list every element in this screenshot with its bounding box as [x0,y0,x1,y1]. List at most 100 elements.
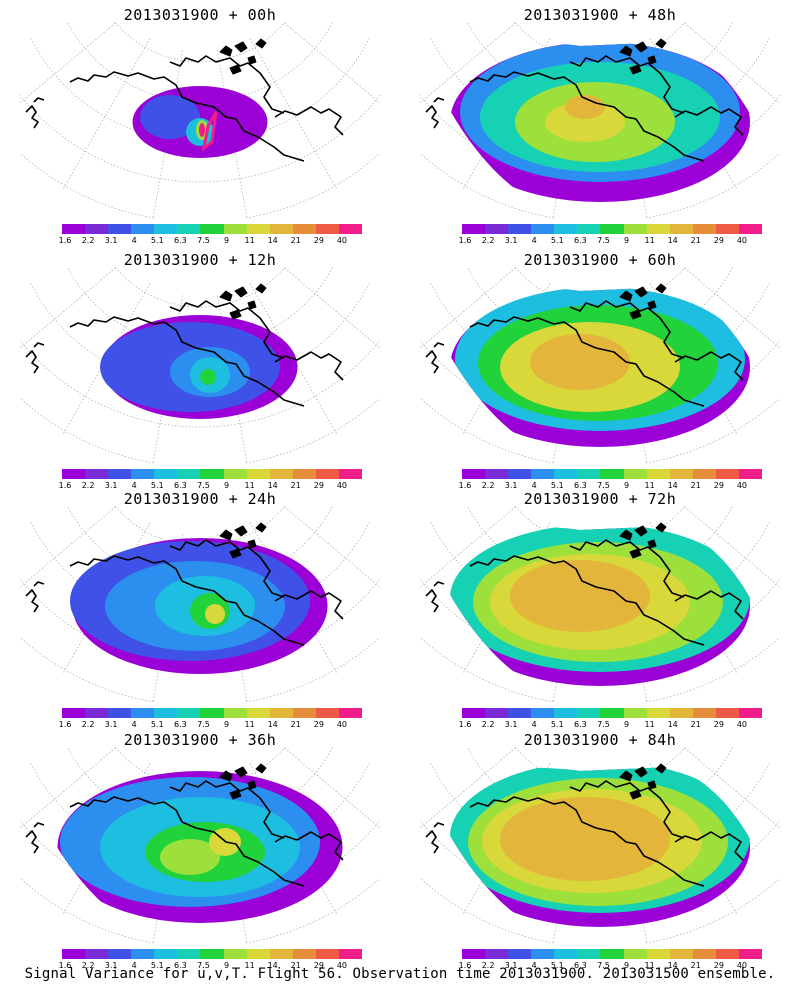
colorbar-swatch [462,224,486,234]
colorbar [62,708,363,718]
variance-contour [545,102,625,142]
colorbar-tick-label: 5.1 [150,720,164,729]
latitude-line [514,267,686,308]
variance-contour [200,369,216,385]
colorbar-tick-label: 5.1 [150,961,164,970]
meridian-line [294,22,380,46]
colorbar-tick-label: 6.3 [574,236,587,245]
map-panel-36h: 2013031900 + 36h 1.6 2.2 3.1 4 5.1 6.3 7.5 9 11 1… [0,725,400,970]
colorbar-swatch [315,224,339,234]
colorbar-tick-label: 6.3 [574,961,587,970]
meridian-line [420,267,518,349]
panel-title: 2013031900 + 60h [523,251,677,269]
colorbar-tick-label: 7.5 [197,236,210,245]
colorbar-swatch [577,949,601,959]
coastlines [425,283,744,407]
colorbar-swatch [131,224,155,234]
meridian-line [694,267,780,291]
colorbar-swatch [577,224,601,234]
colorbar-tick-label: 40 [336,961,348,970]
colorbar-tick-label: 29 [313,236,324,245]
colorbar-tick-label: 3.1 [504,961,518,970]
arctic-islands [619,763,667,800]
variance-field [70,538,328,674]
colorbar-tick-label: 11 [644,720,655,729]
colorbar-tick-label: 4 [531,236,537,245]
coastline [69,71,305,162]
meridian-line [20,22,118,104]
colorbar-swatch [62,224,86,234]
colorbar-swatch [315,469,339,479]
variance-map [20,267,380,463]
colorbar-swatch [177,949,201,959]
colorbar-swatch [154,708,178,718]
variance-field [57,771,343,923]
colorbar-swatch [246,708,270,718]
colorbar-labels: 1.6 2.2 3.1 4 5.1 6.3 7.5 9 11 14 21 29 40 [59,481,362,491]
variance-contour [500,797,670,881]
panel-title: 2013031900 + 36h [123,731,277,749]
colorbar-tick-label: 7.5 [197,961,210,970]
coastline [274,106,344,136]
colorbar-swatch [738,469,763,479]
variance-map [20,506,380,702]
colorbar-swatch [338,708,363,718]
panel-title: 2013031900 + 12h [123,251,277,269]
coastline [569,55,685,114]
coastline [169,539,285,598]
colorbar-swatch [531,708,555,718]
coastline [674,106,744,136]
colorbar-tick-label: 9 [223,236,230,245]
colorbar-tick-label: 1.6 [458,236,472,245]
colorbar [62,224,363,234]
colorbar-tick-label: 2.2 [81,961,95,970]
meridian-line [294,747,380,771]
colorbar-tick-label: 4 [131,720,137,729]
colorbar-labels: 1.6 2.2 3.1 4 5.1 6.3 7.5 9 11 14 21 29 40 [58,961,362,971]
coastline [69,796,305,887]
colorbar-tick-label: 1.6 [58,961,72,970]
colorbar-tick-label: 14 [667,236,678,245]
colorbar-swatch [738,224,763,234]
colorbar-tick-label: 1.6 [458,961,472,970]
colorbar-swatch [462,949,486,959]
variance-field [450,767,750,927]
colorbar-swatch [623,224,647,234]
colorbar-swatch [531,224,555,234]
colorbar-tick-label: 1.6 [458,720,472,729]
colorbar-tick-label: 29 [713,481,724,490]
colorbar-tick-label: 40 [736,481,748,490]
colorbar-tick-label: 4 [131,961,137,970]
colorbar-tick-label: 5.1 [550,481,564,490]
colorbar-tick-label: 9 [223,720,230,729]
colorbar-swatch [269,949,293,959]
meridian-line [694,506,780,530]
colorbar-labels: 1.6 2.2 3.1 4 5.1 6.3 7.5 9 11 14 21 29 40 [458,236,762,246]
colorbar-swatch [508,224,532,234]
colorbar-swatch [269,469,293,479]
colorbar-swatch [692,708,716,718]
colorbar [462,469,763,479]
colorbar-tick-label: 14 [267,481,278,490]
map-panel-48h: 2013031900 + 48h 1.6 2.2 3.1 4 5.1 6.3 7.5 9 11 1… [400,0,800,245]
colorbar-swatch [577,708,601,718]
colorbar-tick-label: 5.1 [150,481,164,490]
colorbar-swatch [338,224,363,234]
colorbar-swatch [85,949,109,959]
colorbar-swatch [223,469,247,479]
colorbar-tick-label: 29 [313,720,324,729]
colorbar-tick-label: 5.1 [550,720,564,729]
coastline [569,780,685,839]
colorbar-tick-label: 1.6 [58,236,72,245]
panel-title: 2013031900 + 24h [123,490,277,508]
colorbar-swatch [292,469,316,479]
colorbar-tick-label: 21 [290,720,301,729]
colorbar-tick-label: 6.3 [174,236,187,245]
colorbar-swatch [131,469,155,479]
variance-map [420,506,780,702]
colorbar-tick-label: 7.5 [197,481,210,490]
colorbar-tick-label: 7.5 [597,720,610,729]
meridian-line [282,506,380,588]
colorbar-tick-label: 14 [267,961,278,970]
colorbar-swatch [692,224,716,234]
